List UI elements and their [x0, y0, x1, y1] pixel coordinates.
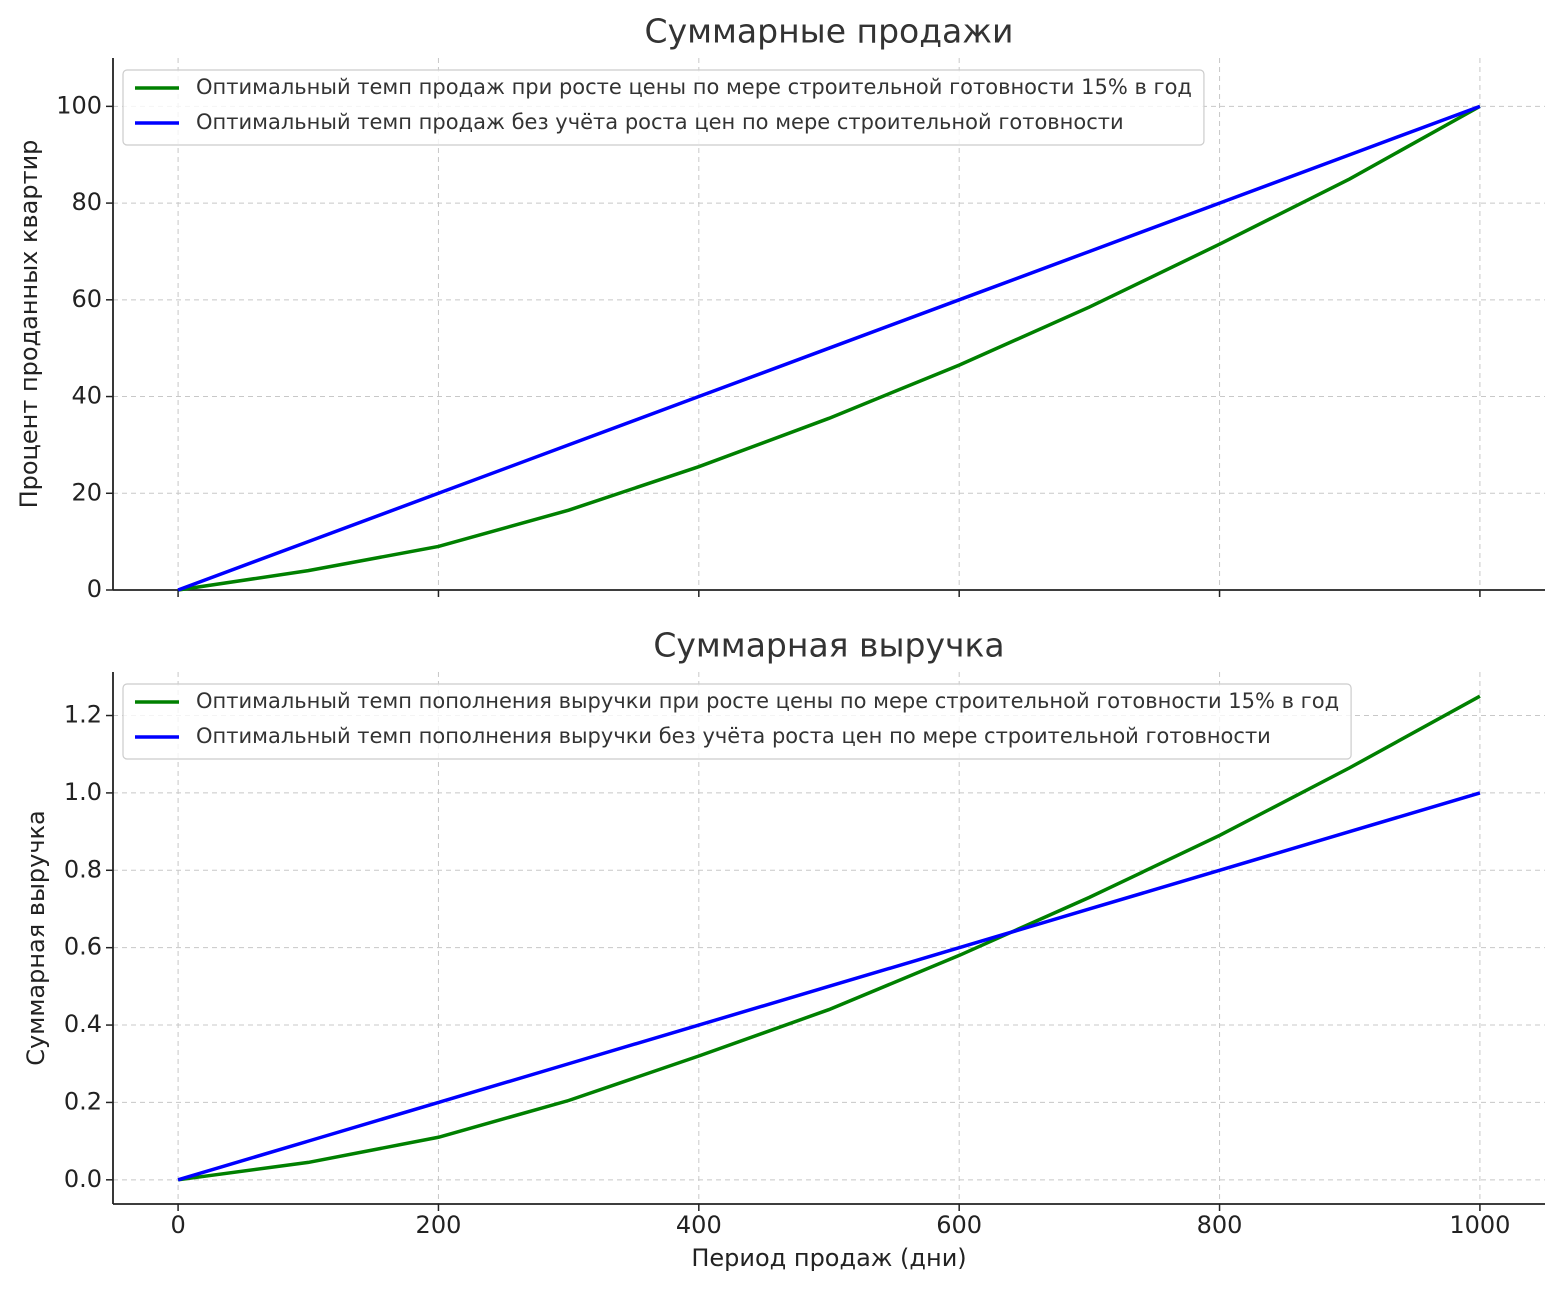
line-series [177, 694, 1481, 1182]
legend-label: Оптимальный темп пополнения выручки без … [196, 724, 1271, 748]
legend-label: Оптимальный темп продаж при росте цены п… [196, 75, 1192, 99]
line-series [177, 104, 1481, 592]
y-axis-label: Процент проданных квартир [15, 140, 43, 509]
y-tick-label: 1.0 [64, 778, 102, 806]
chart-title: Суммарная выручка [653, 626, 1004, 665]
legend-label: Оптимальный темп пополнения выручки при … [196, 689, 1339, 713]
x-tick-label: 600 [936, 1211, 982, 1239]
legend-box [122, 69, 1205, 146]
subplot: Суммарная выручка 0 200 400 600 800 1000 0.0 0.2… [22, 626, 1545, 1272]
y-tick-label: 0.8 [64, 855, 102, 883]
y-tick-label: 1.2 [64, 701, 102, 729]
y-tick-label: 0.2 [64, 1087, 102, 1115]
line-series [177, 104, 1481, 592]
x-tick-label: 200 [416, 1211, 462, 1239]
x-tick-label: 1000 [1449, 1211, 1510, 1239]
y-tick-label: 0.4 [64, 1010, 102, 1038]
y-tick-label: 0.0 [64, 1165, 102, 1193]
y-tick-label: 0 [87, 575, 102, 603]
legend-label: Оптимальный темп продаж без учёта роста … [196, 110, 1124, 134]
line-series [177, 791, 1481, 1182]
y-tick-label: 60 [71, 285, 102, 313]
y-tick-label: 20 [71, 478, 102, 506]
subplot: Суммарные продажи 0 20 40 60 80 100 Процент про… [15, 12, 1545, 603]
x-tick-label: 800 [1197, 1211, 1243, 1239]
y-axis-label: Суммарная выручка [22, 810, 50, 1066]
legend: Оптимальный темп пополнения выручки при … [122, 683, 1352, 760]
legend-box [122, 683, 1352, 760]
x-axis-label: Период продаж (дни) [691, 1244, 966, 1272]
chart-title: Суммарные продажи [645, 12, 1014, 51]
y-tick-label: 80 [71, 188, 102, 216]
x-tick-label: 0 [170, 1211, 185, 1239]
y-tick-label: 40 [71, 382, 102, 410]
y-tick-label: 100 [56, 91, 102, 119]
legend: Оптимальный темп продаж при росте цены п… [122, 69, 1205, 146]
x-tick-label: 400 [676, 1211, 722, 1239]
y-tick-label: 0.6 [64, 933, 102, 961]
